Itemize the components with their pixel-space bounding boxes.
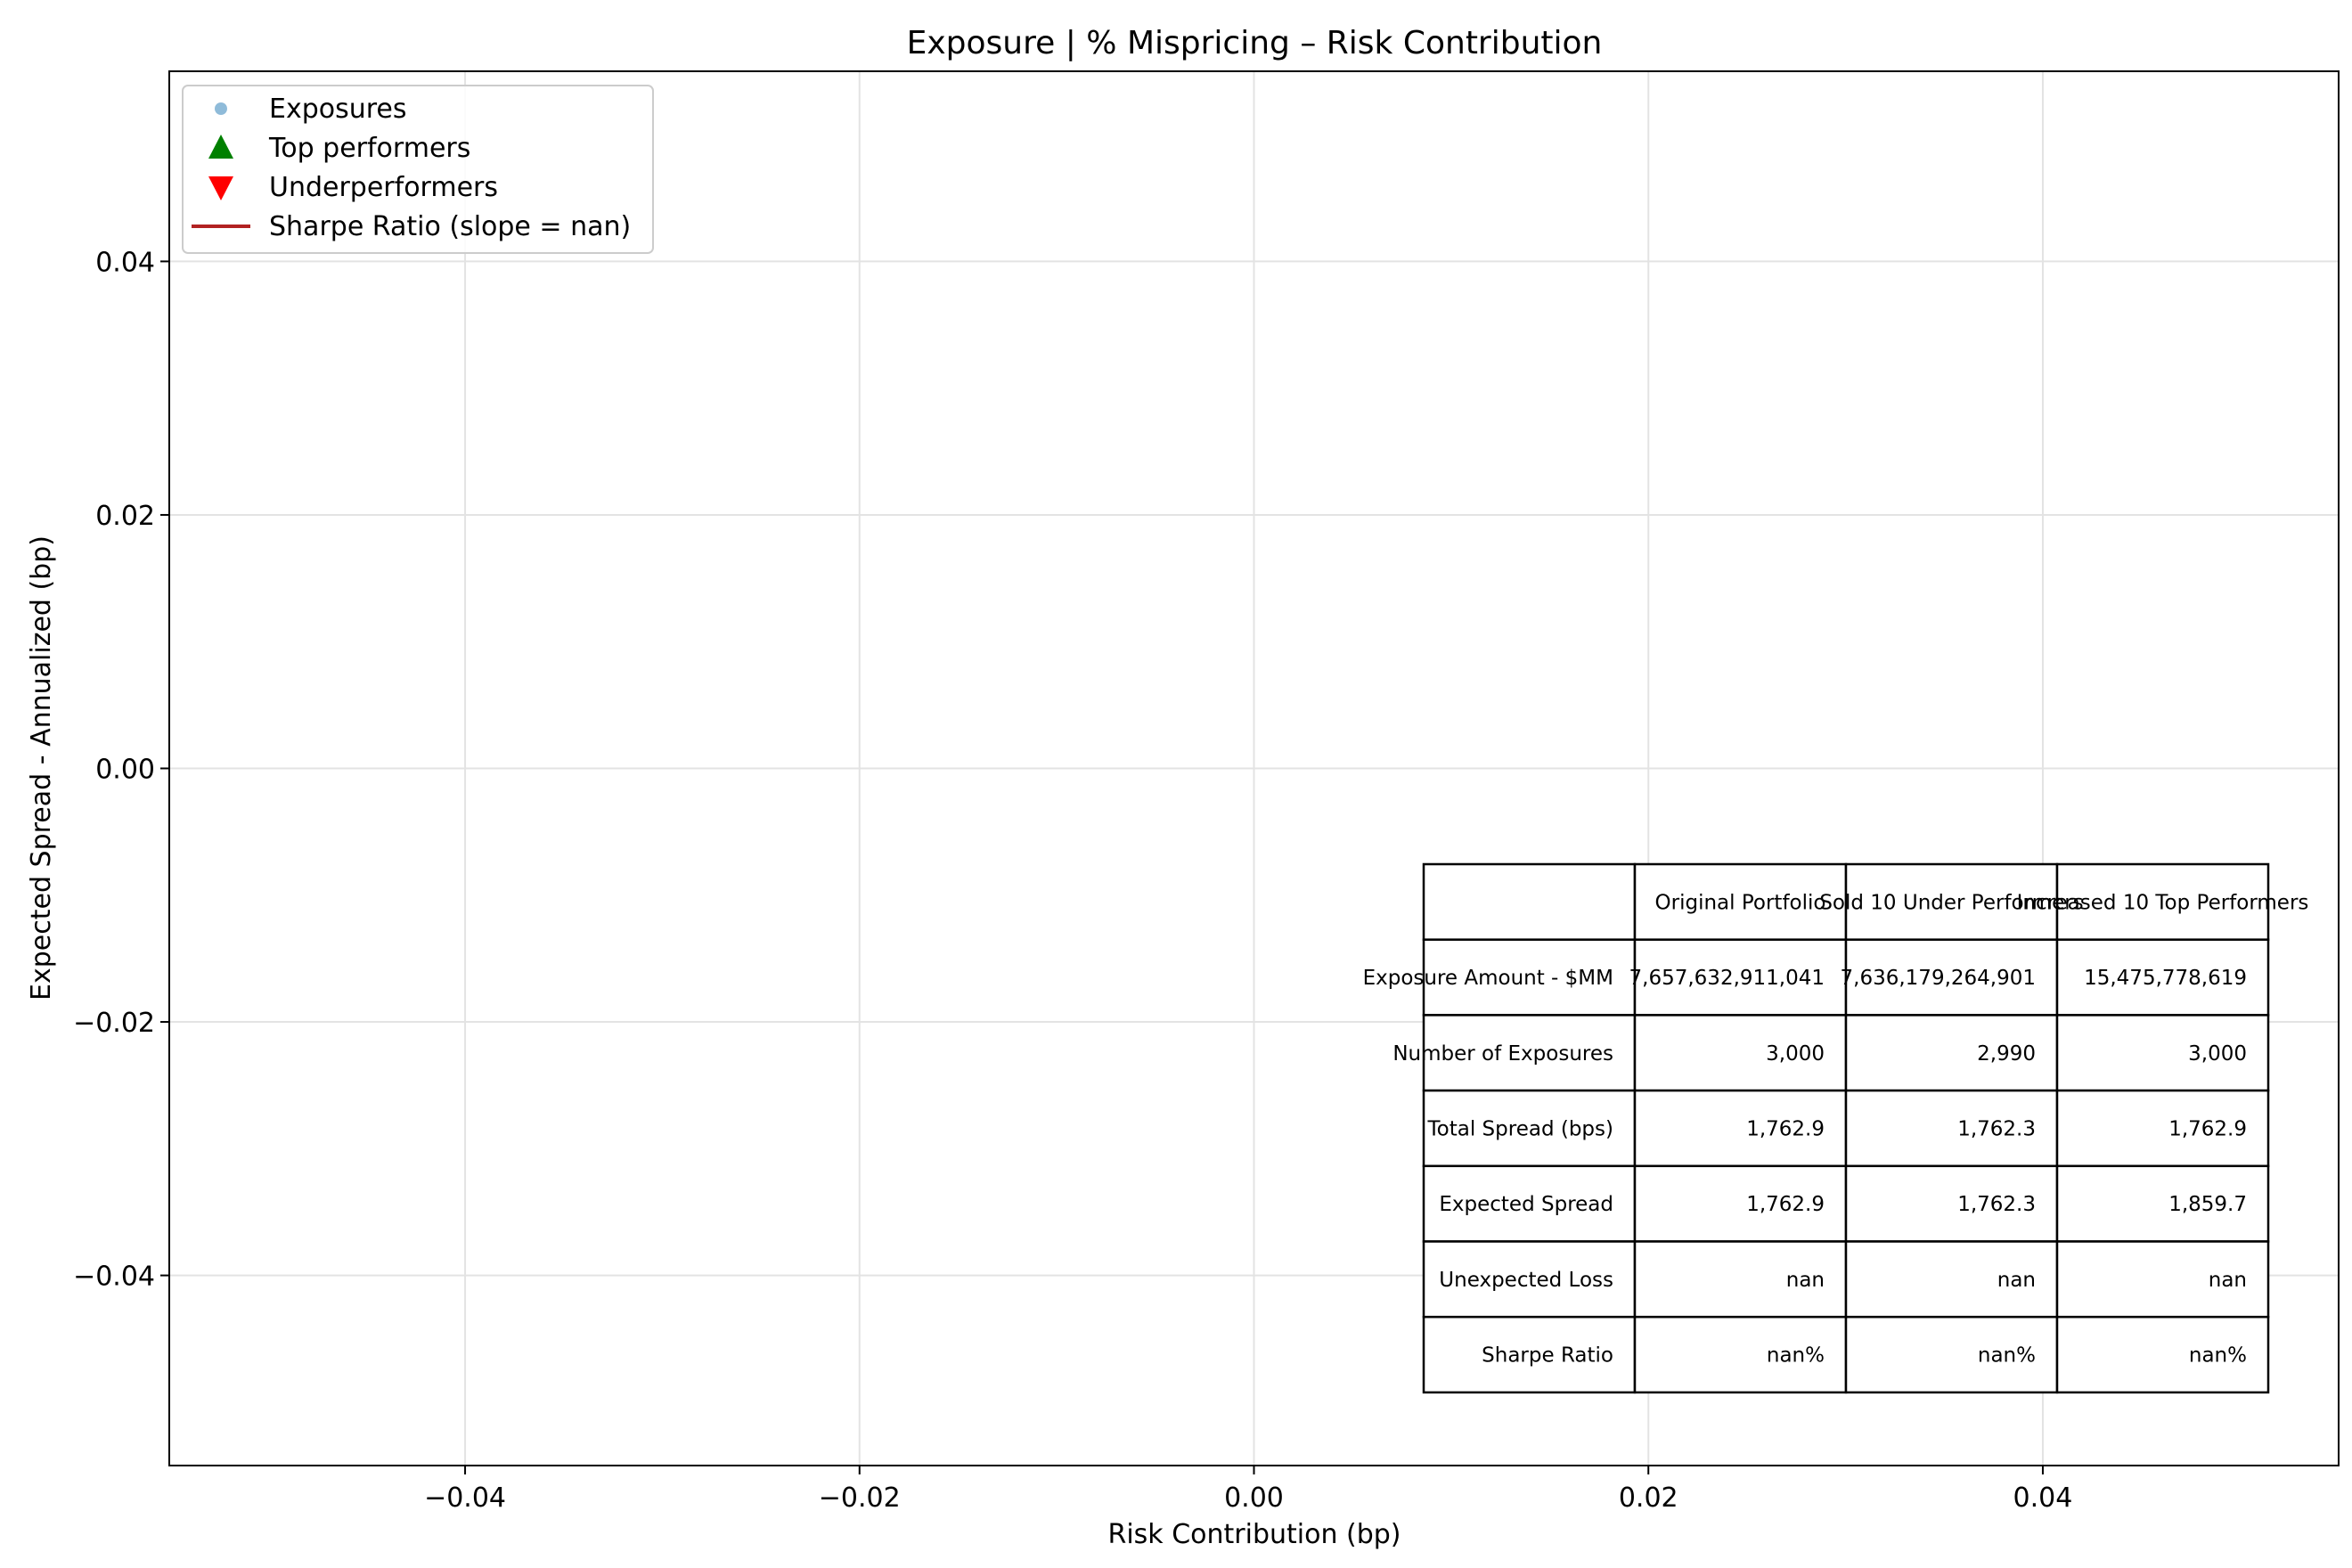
table-value: 1,762.9: [1746, 1117, 1825, 1140]
table-value: 3,000: [2188, 1042, 2247, 1066]
table-cell: [1633, 862, 1848, 941]
legend: Exposures Top performers Underperformers Sh…: [182, 85, 654, 254]
legend-frame: [182, 85, 654, 254]
table-cell: [1844, 1164, 2059, 1243]
legend-marker-triangle-down-icon: [208, 176, 233, 200]
y-axis-label: Expected Spread - Annualized (bp): [26, 535, 57, 1000]
y-tick-label: −0.04: [73, 1262, 155, 1293]
table-cell: [2055, 862, 2270, 941]
table-value: nan: [2209, 1269, 2247, 1292]
table-cell: [1422, 1089, 1637, 1168]
x-tick-label: 0.02: [1619, 1482, 1678, 1514]
chart-title: Exposure | % Mispricing – Risk Contribut…: [907, 25, 1603, 61]
x-tick-label: −0.04: [424, 1482, 506, 1514]
table-column-header: Original Portfolio: [1655, 891, 1826, 914]
x-tick-label: 0.00: [1224, 1482, 1284, 1514]
table-cell: [1633, 1240, 1848, 1319]
x-axis-ticks: −0.04 −0.02 0.00 0.02 0.04: [424, 1466, 2072, 1514]
y-tick-label: 0.04: [95, 247, 155, 278]
table-cell: [1422, 1164, 1637, 1243]
table-cell: [2055, 1315, 2270, 1394]
y-axis-ticks: 0.04 0.02 0.00 −0.02 −0.04: [73, 247, 169, 1293]
table-value: nan: [1786, 1269, 1825, 1292]
table-column-header: Increased 10 Top Performers: [2017, 891, 2309, 914]
x-tick-label: 0.04: [2013, 1482, 2073, 1514]
table-cell: [1422, 862, 1637, 941]
table-cell: [1844, 1240, 2059, 1319]
table-value: nan%: [1978, 1344, 2036, 1368]
table-cell: [1633, 1089, 1848, 1168]
table-value: 1,762.3: [1957, 1193, 2036, 1216]
table-row-label: Exposure Amount - $MM: [1363, 967, 1613, 990]
table-value: 3,000: [1766, 1042, 1825, 1066]
legend-label: Sharpe Ratio (slope = nan): [269, 211, 631, 242]
table-cell: [1844, 1315, 2059, 1394]
legend-label: Exposures: [269, 94, 407, 125]
x-tick-label: −0.02: [819, 1482, 901, 1514]
table-cell: [1844, 1089, 2059, 1168]
table-value: 7,636,179,264,901: [1841, 967, 2036, 990]
table-value: 15,475,778,619: [2084, 967, 2247, 990]
y-tick-label: −0.02: [73, 1008, 155, 1039]
table-value: 2,990: [1977, 1042, 2036, 1066]
table-cell: [1633, 1315, 1848, 1394]
table-cell: [1633, 1014, 1848, 1092]
legend-marker-circle-icon: [215, 102, 227, 115]
table-cell: [1633, 938, 1848, 1017]
y-tick-label: 0.02: [95, 501, 155, 532]
table-column-header: Sold 10 Under Performers: [1819, 891, 2083, 914]
table-value: 7,657,632,911,041: [1629, 967, 1825, 990]
y-tick-label: 0.00: [95, 755, 155, 786]
table-row-label: Unexpected Loss: [1439, 1269, 1613, 1292]
table-value: 1,859.7: [2168, 1193, 2247, 1216]
table-value: 1,762.3: [1957, 1117, 2036, 1140]
table-row-label: Total Spread (bps): [1427, 1117, 1613, 1140]
table-cell: [2055, 1089, 2270, 1168]
table-value: nan: [1997, 1269, 2036, 1292]
legend-label: Top performers: [268, 133, 470, 164]
table-value: 1,762.9: [1746, 1193, 1825, 1216]
table-cell: [1422, 1315, 1637, 1394]
table-cell: [2055, 1014, 2270, 1092]
x-axis-label: Risk Contribution (bp): [1107, 1519, 1401, 1550]
table-row-label: Sharpe Ratio: [1482, 1344, 1613, 1368]
table-value: 1,762.9: [2168, 1117, 2247, 1140]
table-cell: [1844, 938, 2059, 1017]
legend-marker-triangle-up-icon: [208, 135, 233, 159]
table-cell: [2055, 938, 2270, 1017]
table-value: nan%: [2189, 1344, 2247, 1368]
table-row-label: Number of Exposures: [1392, 1042, 1613, 1066]
legend-label: Underperformers: [269, 172, 498, 203]
table-value: nan%: [1767, 1344, 1825, 1368]
table-row-label: Expected Spread: [1439, 1193, 1613, 1216]
